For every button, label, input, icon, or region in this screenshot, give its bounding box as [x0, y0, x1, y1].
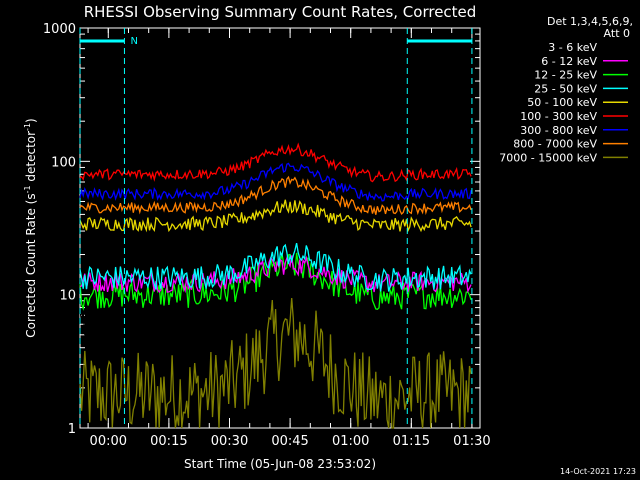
- series-line: [79, 261, 472, 344]
- x-tick-label: 00:00: [90, 434, 127, 449]
- series-line: [79, 162, 472, 202]
- legend-label: 12 - 25 keV: [534, 69, 597, 82]
- legend-header-line1: Det 1,3,4,5,6,9,: [547, 15, 633, 28]
- y-tick-label: 1000: [43, 22, 76, 37]
- plot-area: 1 10 100 1000 00:00 00:15 00:30 00:45 01:00 01:15…: [43, 22, 491, 449]
- x-tick-label: 00:15: [150, 434, 187, 449]
- x-tick-label: 01:00: [332, 434, 369, 449]
- legend-label: 3 - 6 keV: [548, 41, 597, 54]
- x-tick-label: 01:30: [453, 434, 490, 449]
- legend-label: 6 - 12 keV: [541, 55, 597, 68]
- legend-label: 800 - 7000 keV: [513, 138, 597, 151]
- y-tick-label: 100: [51, 155, 76, 170]
- flag-label: N: [130, 36, 137, 47]
- chart-title: RHESSI Observing Summary Count Rates, Co…: [84, 3, 477, 21]
- legend-label: 25 - 50 keV: [534, 82, 597, 95]
- legend-label: 100 - 300 keV: [520, 110, 597, 123]
- x-axis-label: Start Time (05-Jun-08 23:53:02): [184, 457, 376, 471]
- series-line: [79, 142, 472, 183]
- y-axis-label: Corrected Count Rate (s-1 detector-1): [23, 118, 38, 337]
- x-tick-label: 01:15: [393, 434, 430, 449]
- series-line: [79, 242, 472, 292]
- x-tick-label: 00:30: [211, 434, 248, 449]
- series-line: [79, 252, 472, 311]
- series-line: [79, 298, 472, 429]
- y-tick-label: 10: [59, 289, 76, 304]
- legend-label: 7000 - 15000 keV: [499, 151, 597, 164]
- x-tick-label: 00:45: [271, 434, 308, 449]
- legend-header-line2: Att 0: [604, 27, 630, 40]
- y-tick-label: 1: [68, 422, 76, 437]
- legend-label: 300 - 800 keV: [520, 124, 597, 137]
- series-line: [79, 175, 472, 216]
- series-line: [79, 199, 472, 233]
- legend-label: 50 - 100 keV: [527, 96, 597, 109]
- timestamp: 14-Oct-2021 17:23: [560, 467, 636, 476]
